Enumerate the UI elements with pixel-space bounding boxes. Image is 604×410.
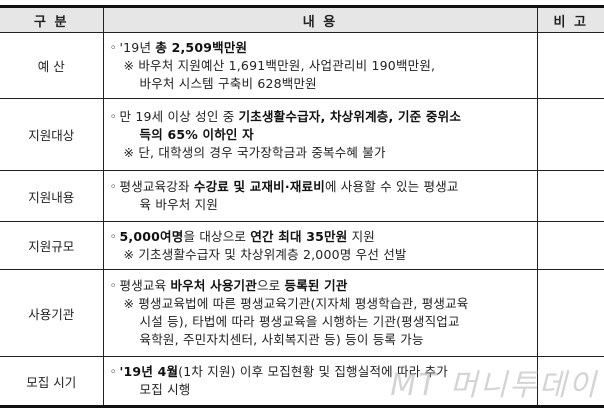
row-category: 지원대상	[0, 98, 104, 171]
content-line: ※ 바우처 지원예산 1,691백만원, 사업관리비 190백만원,	[110, 57, 533, 75]
content-line: 시설 등), 타법에 따라 평생교육을 시행하는 기관(평생직업교	[110, 313, 533, 331]
content-line: ◦ 만 19세 이상 성인 중 기초생활수급자, 차상위계층, 기준 중위소	[110, 108, 533, 126]
text-segment: 으로	[256, 278, 285, 293]
bullet-icon: ◦	[109, 278, 118, 293]
row-content: ◦ '19년 4월(1차 지원) 이후 모집현황 및 집행실적에 따라 추가 모집 …	[102, 356, 538, 408]
row-content: ◦ 5,000여명을 대상으로 연간 최대 35만원 지원 ※ 기초생활수급자 및 …	[102, 221, 538, 270]
text-segment: ※ 평생교육법에 따른 평생교육기관(지자체 평생학습관, 평생교육	[123, 296, 469, 311]
text-segment: ※ 기초생활수급자 및 차상위계층 2,000명 우선 선발	[123, 246, 407, 262]
text-segment: 을 대상으로	[183, 228, 251, 244]
bullet-icon: ◦	[109, 39, 118, 55]
text-segment: 평생교육	[119, 278, 171, 293]
content-line: ◦ '19년 총 2,509백만원	[110, 39, 533, 57]
bullet-icon: ◦	[109, 228, 118, 244]
text-segment: 에 사용할 수 있는 평생교	[324, 179, 459, 194]
content-line: ◦ 평생교육 바우처 사용기관으로 등록된 기관	[110, 277, 533, 295]
emphasis-text: 5,000여명	[119, 228, 184, 244]
content-line: ※ 단, 대학생의 경우 국가장학금과 중복수혜 불가	[110, 144, 533, 162]
table-row: 지원내용 ◦ 평생교육강좌 수강료 및 교재비·재료비에 사용할 수 있는 평생교 육…	[0, 170, 604, 222]
row-remark	[536, 269, 604, 357]
table-row: 지원규모 ◦ 5,000여명을 대상으로 연간 최대 35만원 지원 ※ 기초생활수급…	[0, 221, 604, 270]
emphasis-text: 연간 최대 35만원	[250, 228, 348, 244]
row-content: ◦ 평생교육강좌 수강료 및 교재비·재료비에 사용할 수 있는 평생교 육 바우처…	[102, 170, 538, 222]
row-content: ◦ 평생교육 바우처 사용기관으로 등록된 기관 ※ 평생교육법에 따른 평생교육기…	[102, 269, 538, 357]
content-line: 득의 65% 이하인 자	[110, 126, 533, 144]
text-segment: 시설 등), 타법에 따라 평생교육을 시행하는 기관(평생직업교	[139, 314, 460, 329]
text-segment: 만 19세 이상 성인 중	[119, 108, 239, 124]
row-category: 지원규모	[0, 221, 104, 270]
text-segment: 육학원, 주민자치센터, 사회복지관 등) 등이 등록 가능	[139, 332, 424, 347]
text-segment: 바우처 시스템 구축비 628백만원	[139, 75, 317, 91]
content-line: 모집 시행	[110, 381, 533, 399]
row-remark	[536, 32, 604, 99]
content-line: 육학원, 주민자치센터, 사회복지관 등) 등이 등록 가능	[110, 331, 533, 349]
content-line: ◦ '19년 4월(1차 지원) 이후 모집현황 및 집행실적에 따라 추가	[110, 363, 533, 381]
row-category: 모집 시기	[0, 356, 104, 408]
table-row: 모집 시기 ◦ '19년 4월(1차 지원) 이후 모집현황 및 집행실적에 따라 …	[0, 356, 604, 408]
bullet-icon: ◦	[109, 179, 118, 194]
content-line: ◦ 5,000여명을 대상으로 연간 최대 35만원 지원	[110, 228, 533, 246]
content-line: ※ 평생교육법에 따른 평생교육기관(지자체 평생학습관, 평생교육	[110, 295, 533, 313]
text-segment: 모집 시행	[139, 382, 191, 397]
bullet-icon: ◦	[109, 108, 118, 124]
row-remark	[536, 170, 604, 222]
emphasis-text: 총 2,509백만원	[155, 39, 248, 55]
table-header-row: 구 분 내 용 비 고	[0, 5, 604, 33]
emphasis-text: 바우처 사용기관	[170, 278, 257, 293]
content-line: ※ 기초생활수급자 및 차상위계층 2,000명 우선 선발	[110, 246, 533, 264]
text-segment: 육 바우처 지원	[139, 197, 219, 212]
row-remark	[536, 356, 604, 408]
table-row: 예 산 ◦ '19년 총 2,509백만원 ※ 바우처 지원예산 1,691백만원, …	[0, 32, 604, 99]
row-category: 예 산	[0, 32, 104, 99]
emphasis-text: 등록된 기관	[284, 278, 348, 293]
header-content: 내 용	[102, 5, 538, 33]
row-remark	[536, 98, 604, 171]
emphasis-text: 수강료 및 교재비·재료비	[193, 179, 325, 194]
text-segment: ※ 바우처 지원예산 1,691백만원, 사업관리비 190백만원,	[123, 57, 436, 73]
emphasis-text: 득의 65% 이하인 자	[139, 126, 254, 142]
row-content: ◦ '19년 총 2,509백만원 ※ 바우처 지원예산 1,691백만원, 사업관…	[102, 32, 538, 99]
table-row: 사용기관 ◦ 평생교육 바우처 사용기관으로 등록된 기관 ※ 평생교육법에 따른 평…	[0, 269, 604, 357]
row-content: ◦ 만 19세 이상 성인 중 기초생활수급자, 차상위계층, 기준 중위소 득의 …	[102, 98, 538, 171]
watermark-logo: MT 머니투데이	[390, 368, 598, 403]
row-category: 지원내용	[0, 170, 104, 222]
text-segment: 지원	[347, 228, 375, 244]
content-line: ◦ 평생교육강좌 수강료 및 교재비·재료비에 사용할 수 있는 평생교	[110, 178, 533, 196]
header-remark: 비 고	[536, 5, 604, 33]
row-remark	[536, 221, 604, 270]
bullet-icon: ◦	[109, 364, 118, 379]
emphasis-text: '19년 4월	[119, 364, 179, 379]
text-segment: (1차 지원) 이후 모집현황 및 집행실적에 따라 추가	[178, 364, 448, 379]
text-segment: 평생교육강좌	[119, 179, 194, 194]
program-summary-table: 구 분 내 용 비 고 예 산 ◦ '19년 총 2,509백만원 ※ 바우처 지원예…	[0, 5, 604, 408]
table-row: 지원대상 ◦ 만 19세 이상 성인 중 기초생활수급자, 차상위계층, 기준 중위…	[0, 98, 604, 171]
row-category: 사용기관	[0, 269, 104, 357]
text-segment: '19년	[119, 39, 156, 55]
emphasis-text: 기초생활수급자, 차상위계층, 기준 중위소	[238, 108, 462, 124]
content-line: 육 바우처 지원	[110, 196, 533, 214]
content-line: 바우처 시스템 구축비 628백만원	[110, 75, 533, 93]
header-category: 구 분	[0, 5, 104, 33]
text-segment: ※ 단, 대학생의 경우 국가장학금과 중복수혜 불가	[123, 144, 386, 160]
